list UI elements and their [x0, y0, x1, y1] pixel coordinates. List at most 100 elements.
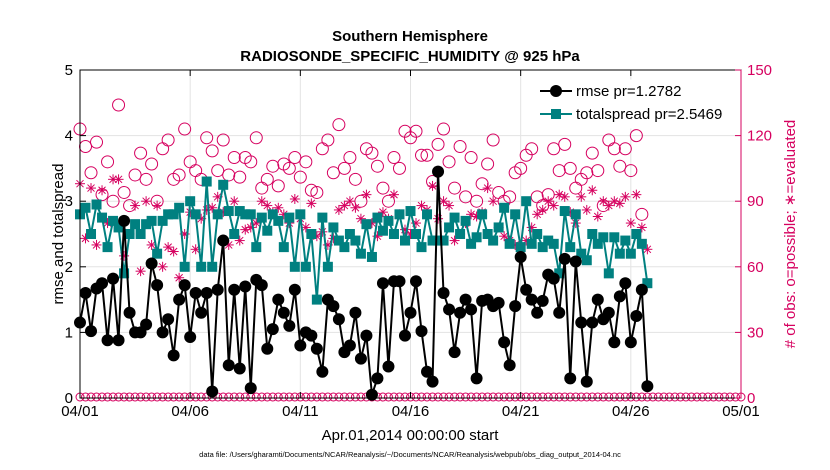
obs-evaluated-point — [152, 200, 163, 211]
totalspread-point — [267, 209, 278, 220]
obs-possible-point — [453, 140, 467, 154]
obs-possible-point — [464, 150, 478, 164]
obs-zero-marker — [108, 392, 118, 402]
totalspread-point — [80, 202, 91, 213]
obs-zero-marker — [686, 392, 696, 402]
obs-possible-point — [563, 161, 577, 175]
obs-zero-marker — [543, 392, 553, 402]
obs-evaluated-point — [163, 242, 174, 253]
totalspread-point — [405, 206, 416, 217]
totalspread-point — [427, 235, 438, 246]
obs-possible-point — [90, 135, 104, 149]
totalspread-point — [433, 235, 444, 246]
rmse-point — [371, 372, 384, 385]
totalspread-point — [179, 261, 190, 272]
totalspread-point — [300, 261, 311, 272]
obs-zero-marker — [97, 392, 107, 402]
totalspread-point — [466, 238, 477, 249]
rmse-point — [217, 234, 230, 247]
totalspread-point — [477, 209, 488, 220]
obs-possible-point — [343, 150, 357, 164]
obs-evaluated-point — [488, 196, 499, 207]
x-axis-label: Apr.01,2014 00:00:00 start — [322, 427, 500, 444]
rmse-point — [178, 279, 191, 292]
obs-zero-marker — [472, 392, 482, 402]
obs-zero-marker — [218, 392, 228, 402]
rmse-point — [602, 306, 615, 319]
y-tick-label: 0 — [65, 390, 73, 407]
obs-zero-marker — [670, 392, 680, 402]
obs-zero-marker — [461, 392, 471, 402]
obs-zero-marker — [697, 392, 707, 402]
rmse-point — [503, 359, 516, 372]
obs-zero-marker — [389, 392, 399, 402]
totalspread-point — [350, 235, 361, 246]
totalspread-point — [570, 209, 581, 220]
totalspread-point — [422, 209, 433, 220]
totalspread-point — [218, 179, 229, 190]
obs-possible-point — [470, 194, 484, 208]
totalspread-point — [548, 238, 559, 249]
totalspread-point — [322, 261, 333, 272]
rmse-point — [432, 165, 445, 178]
rmse-point — [498, 336, 511, 349]
rmse-point — [558, 252, 571, 265]
obs-possible-point — [117, 185, 131, 199]
obs-possible-point — [442, 155, 456, 169]
obs-zero-marker — [565, 392, 575, 402]
totalspread-point — [273, 215, 284, 226]
obs-zero-marker — [411, 392, 421, 402]
obs-possible-point — [392, 161, 406, 175]
totalspread-point — [355, 248, 366, 259]
totalspread-point — [146, 215, 157, 226]
obs-zero-marker — [262, 392, 272, 402]
obs-zero-marker — [692, 392, 702, 402]
rmse-point — [107, 272, 120, 285]
rmse-point — [162, 313, 175, 326]
totalspread-point — [543, 235, 554, 246]
totalspread-point — [256, 212, 267, 223]
totalspread-point — [113, 222, 124, 233]
obs-zero-marker — [163, 392, 173, 402]
obs-possible-point — [139, 172, 153, 186]
obs-evaluated-point — [482, 183, 493, 194]
obs-zero-marker — [356, 392, 366, 402]
obs-evaluated-point — [620, 191, 631, 202]
obs-zero-marker — [257, 392, 267, 402]
totalspread-point — [262, 225, 273, 236]
obs-zero-marker — [312, 392, 322, 402]
totalspread-point — [592, 238, 603, 249]
rmse-point — [531, 306, 544, 319]
rmse-point — [222, 359, 235, 372]
obs-zero-marker — [125, 392, 135, 402]
obs-zero-marker — [378, 392, 388, 402]
obs-zero-marker — [593, 392, 603, 402]
totalspread-point — [636, 238, 647, 249]
obs-zero-marker — [527, 392, 537, 402]
obs-possible-point — [558, 137, 572, 151]
totalspread-point — [377, 225, 388, 236]
obs-evaluated-point — [141, 196, 152, 207]
obs-possible-point — [370, 159, 384, 173]
rmse-point — [547, 272, 560, 285]
obs-evaluated-point — [416, 200, 427, 211]
rmse-point — [332, 313, 345, 326]
totalspread-point — [190, 209, 201, 220]
rmse-point — [509, 300, 522, 313]
rmse-point — [635, 283, 648, 296]
obs-zero-marker — [444, 392, 454, 402]
totalspread-point — [620, 235, 631, 246]
totalspread-point — [157, 215, 168, 226]
obs-evaluated-point — [289, 194, 300, 205]
totalspread-point — [212, 209, 223, 220]
totalspread-point — [642, 278, 653, 289]
obs-zero-marker — [560, 392, 570, 402]
obs-zero-marker — [334, 392, 344, 402]
y2-tick-label: 120 — [747, 128, 772, 145]
obs-zero-marker — [725, 392, 735, 402]
obs-evaluated-point — [86, 183, 97, 194]
obs-possible-point — [249, 131, 263, 145]
obs-evaluated-point — [306, 198, 317, 209]
obs-possible-point — [134, 146, 148, 160]
